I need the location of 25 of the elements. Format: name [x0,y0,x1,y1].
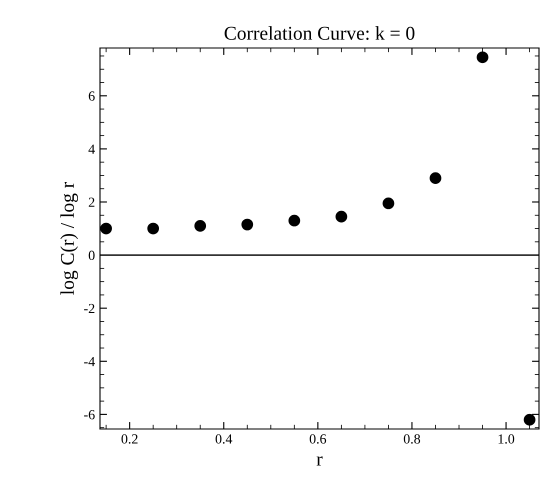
y-axis-title: log C(r) / log r [60,182,78,295]
y-tick-label: 0 [88,250,95,260]
y-tick-label: -6 [84,410,95,420]
point [336,210,348,222]
point [476,51,488,64]
x-tick-label: 0.4 [216,434,232,444]
x-axis-title: r [316,456,323,466]
y-tick-label: -2 [84,304,94,314]
point [194,220,206,232]
x-tick-label: 0.8 [404,434,420,444]
y-tick-label: 2 [88,198,94,207]
point [100,222,112,234]
point [430,172,442,184]
chart-title: Correlation Curve: k = 0 [224,26,414,40]
y-tick-label: 6 [88,91,95,101]
y-tick-label: -4 [84,356,95,366]
y-tick-label: 4 [88,144,95,154]
x-tick-label: 0.2 [121,434,138,444]
x-tick-label: 0.6 [310,434,326,444]
point [288,214,300,226]
point [147,222,160,234]
point [382,197,394,210]
x-tick-label: 1.0 [498,434,514,444]
point [524,414,536,426]
point [241,218,254,230]
